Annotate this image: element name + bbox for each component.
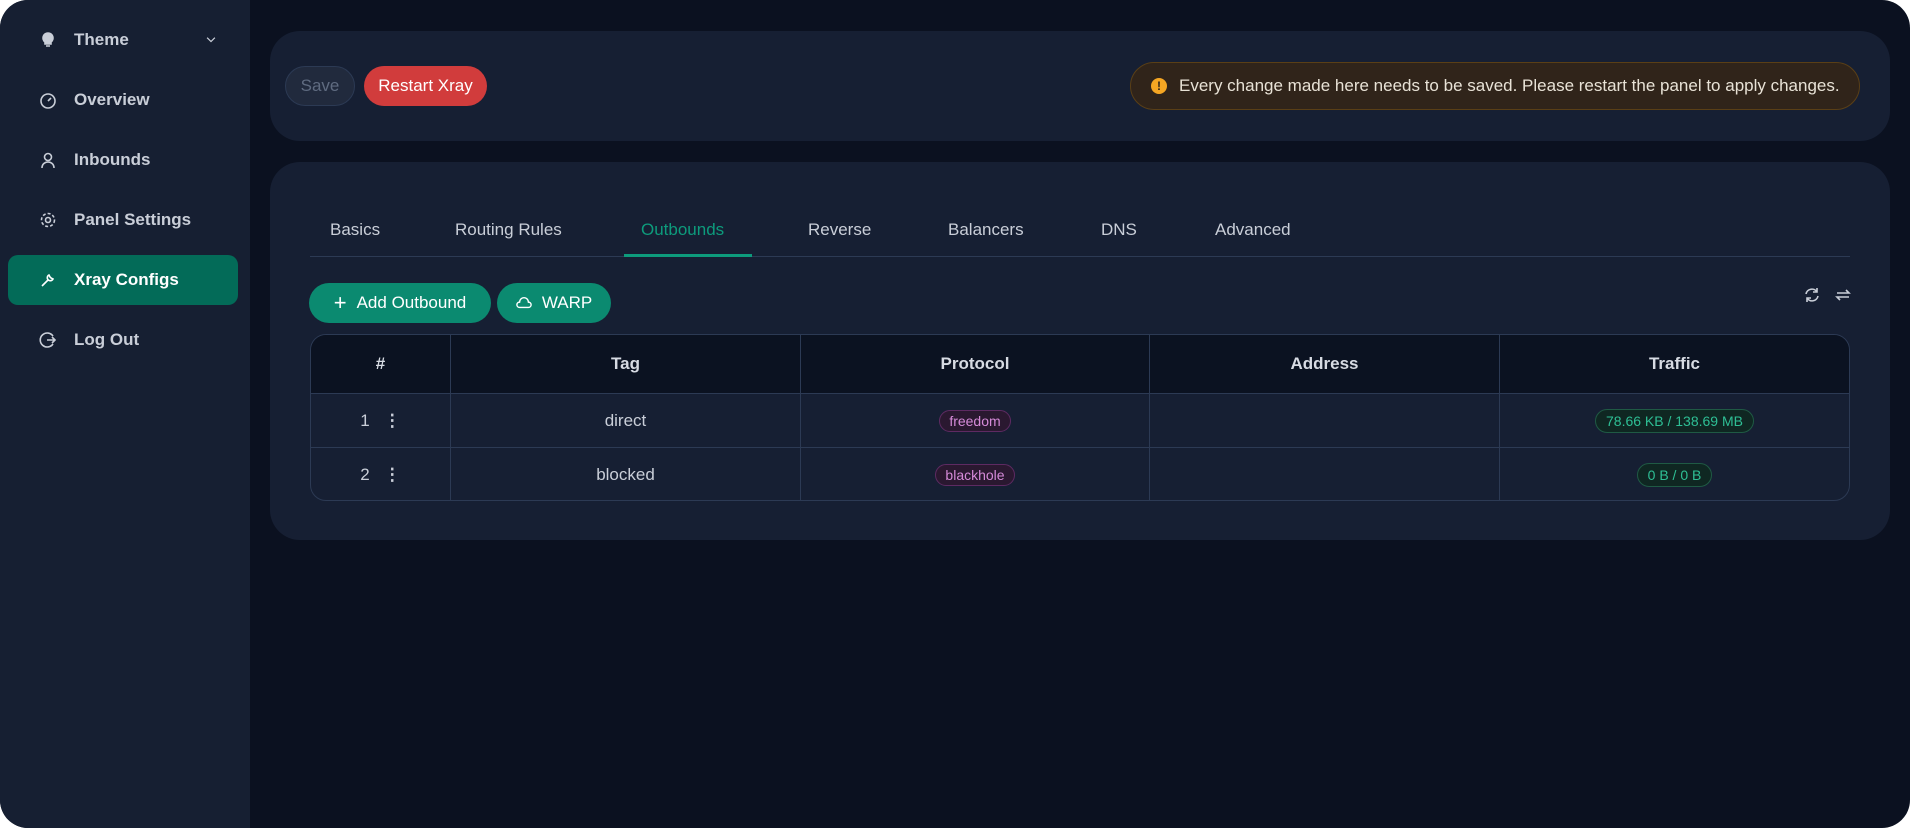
logout-icon bbox=[38, 330, 58, 350]
protocol-badge: blackhole bbox=[935, 464, 1015, 486]
row-index: 2 bbox=[360, 465, 370, 484]
warp-button[interactable]: WARP bbox=[497, 283, 611, 323]
table-row: 2 ⋮ blocked blackhole 0 B / 0 B bbox=[311, 448, 1849, 500]
sidebar-item-label: Overview bbox=[74, 90, 150, 109]
gear-icon bbox=[38, 210, 58, 230]
tab-bar: Basics Routing Rules Outbounds Reverse B… bbox=[310, 212, 1850, 257]
refresh-icon[interactable] bbox=[1803, 286, 1821, 304]
sidebar-item-label: Xray Configs bbox=[74, 270, 179, 289]
sidebar-item-label: Theme bbox=[74, 30, 129, 49]
bulb-icon bbox=[38, 30, 58, 50]
sidebar-item-panel-settings[interactable]: Panel Settings bbox=[8, 195, 238, 245]
header-index: # bbox=[311, 335, 451, 393]
more-vertical-icon[interactable]: ⋮ bbox=[383, 410, 401, 430]
header-protocol: Protocol bbox=[801, 335, 1150, 393]
header-address: Address bbox=[1150, 335, 1500, 393]
save-warning-alert: ! Every change made here needs to be sav… bbox=[1130, 62, 1860, 110]
sidebar-item-theme[interactable]: Theme bbox=[8, 15, 238, 65]
tab-dns[interactable]: DNS bbox=[1101, 220, 1137, 239]
sidebar-item-log-out[interactable]: Log Out bbox=[8, 315, 238, 365]
tool-icon bbox=[38, 270, 58, 290]
row-address bbox=[1150, 394, 1500, 447]
swap-icon[interactable] bbox=[1834, 286, 1852, 304]
user-icon bbox=[38, 150, 58, 170]
more-vertical-icon[interactable]: ⋮ bbox=[383, 465, 401, 484]
sidebar-item-label: Log Out bbox=[74, 330, 140, 349]
sidebar-item-label: Panel Settings bbox=[74, 210, 192, 229]
protocol-badge: freedom bbox=[939, 409, 1011, 432]
sidebar-item-label: Inbounds bbox=[74, 150, 151, 169]
sidebar-item-overview[interactable]: Overview bbox=[8, 75, 238, 125]
row-index: 1 bbox=[360, 410, 370, 430]
cloud-icon bbox=[516, 295, 532, 311]
sidebar-item-xray-configs[interactable]: Xray Configs bbox=[8, 255, 238, 305]
dashboard-icon bbox=[38, 90, 58, 110]
traffic-badge: 0 B / 0 B bbox=[1636, 463, 1713, 487]
traffic-badge: 78.66 KB / 138.69 MB bbox=[1595, 408, 1754, 433]
sidebar-item-inbounds[interactable]: Inbounds bbox=[8, 135, 238, 185]
tab-routing-rules[interactable]: Routing Rules bbox=[455, 220, 562, 239]
alert-text: Every change made here needs to be saved… bbox=[1179, 76, 1840, 95]
row-tag: blocked bbox=[451, 448, 801, 500]
row-address bbox=[1150, 448, 1500, 500]
row-tag: direct bbox=[451, 394, 801, 447]
header-traffic: Traffic bbox=[1648, 354, 1701, 373]
active-tab-indicator bbox=[624, 254, 752, 257]
table-row: 1 ⋮ direct freedom 78.66 KB / 138.69 MB bbox=[311, 394, 1849, 448]
tab-advanced[interactable]: Advanced bbox=[1215, 220, 1291, 239]
restart-xray-button[interactable]: Restart Xray bbox=[364, 66, 487, 106]
add-outbound-button[interactable]: + Add Outbound bbox=[309, 283, 491, 323]
chevron-down-icon[interactable] bbox=[204, 32, 218, 52]
tab-reverse[interactable]: Reverse bbox=[808, 220, 872, 239]
tab-balancers[interactable]: Balancers bbox=[948, 220, 1024, 239]
outbounds-table: # Tag Protocol Address Traffic 1 ⋮ direct… bbox=[310, 334, 1850, 501]
tab-basics[interactable]: Basics bbox=[330, 220, 381, 239]
warning-icon: ! bbox=[1151, 78, 1167, 94]
sidebar: Theme Overview Inbounds Panel Settings X… bbox=[0, 0, 250, 828]
header-tag: Tag bbox=[451, 335, 801, 393]
tab-outbounds[interactable]: Outbounds bbox=[641, 220, 725, 239]
table-header: # Tag Protocol Address Traffic bbox=[311, 335, 1849, 394]
plus-icon: + bbox=[333, 290, 347, 315]
save-button[interactable]: Save bbox=[285, 66, 355, 106]
